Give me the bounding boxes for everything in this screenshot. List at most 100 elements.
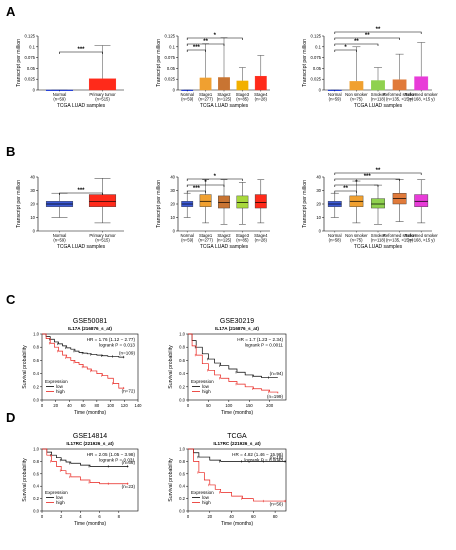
legend-label: low [202,495,210,500]
box-bar [392,79,407,91]
significance-bracket [334,190,357,193]
x-tick-label: Primary tumor [89,233,116,238]
box-bar [414,76,429,91]
x-tick-label: 80 [273,514,278,519]
box-bar [236,80,249,91]
panel-letter-d: D [6,410,15,425]
x-tick-n-label: (n=59) [181,97,194,102]
y-tick-label: 0.125 [25,34,36,39]
x-tick-label: Normal [328,233,342,238]
legend-title: Expression [191,490,214,495]
y-tick-label: 10 [170,215,175,220]
x-tick-n-label: (n=125) [217,97,232,102]
logrank-p-label: logrank P = 0.0011 [245,343,284,348]
x-tick-label: 140 [135,403,143,408]
survival-curve-high [42,333,125,389]
legend-label: low [202,384,210,389]
significance-bracket [186,190,206,193]
box-bar [371,80,385,91]
legend-title: Expression [45,490,68,495]
y-tick-label: 0.2 [33,496,39,501]
y-tick-label: 0.0 [33,509,39,514]
survival-curve-low [42,333,125,358]
y-tick-label: 0.05 [27,66,36,71]
y-tick-label: 0.1 [169,44,175,49]
x-tick-n-label: (n=59) [53,238,66,243]
y-tick-label: 0.8 [33,459,39,464]
x-tick-label: 0 [41,514,44,519]
x-tick-label: Stage1 [199,233,213,238]
plot-frame [187,448,287,512]
y-axis-label: Survival probability [168,458,174,502]
survival-curve-high [188,448,286,502]
series-n-label: (n=18) [270,455,284,460]
x-axis-label: Time (months) [221,410,253,416]
hr-label: HR = 2.05 (1.05 − 3.98) [87,452,136,457]
x-tick-n-label: (n=58) [329,238,342,243]
y-tick-label: 0.025 [165,77,176,82]
legend-label: low [56,384,64,389]
y-tick-label: 0.075 [311,55,322,60]
hr-label: HR = 1.76 (1.12 − 2.77) [87,337,136,342]
x-axis-label: TCGA LUAD samples [57,103,106,109]
y-tick-label: 1.0 [179,332,185,337]
significance-bracket [59,192,103,195]
y-tick-label: 0.025 [25,77,36,82]
y-tick-label: 0.4 [33,484,39,489]
y-tick-label: 0 [33,229,36,234]
y-tick-label: 0.6 [179,358,185,363]
y-tick-label: 0.125 [165,34,176,39]
x-tick-n-label: (n=135, <15 y) [386,238,414,243]
y-tick-label: 0.8 [179,459,185,464]
significance-label: ** [203,39,208,45]
box [236,195,249,209]
x-tick-n-label: (n=135, <15 y) [386,97,414,102]
y-tick-label: 0.2 [179,384,185,389]
y-tick-label: 0.6 [179,471,185,476]
y-axis-label: Transcript per million [156,39,162,87]
y-tick-label: 0 [319,88,322,93]
x-tick-label: 40 [229,514,234,519]
significance-label: * [214,33,217,39]
significance-label: * [214,174,217,180]
x-tick-label: 60 [81,403,86,408]
y-tick-label: 0.4 [179,371,185,376]
series-n-label: (n=66) [122,460,136,465]
y-tick-label: 0 [319,229,322,234]
legend-label: low [56,495,64,500]
y-tick-label: 10 [30,215,35,220]
x-tick-label: 8 [118,514,121,519]
x-tick-n-label: (n=59) [181,238,194,243]
x-tick-n-label: (n=75) [350,97,363,102]
box [254,194,267,209]
y-tick-label: 1.0 [33,447,39,452]
survival-curve-low [188,448,286,462]
x-tick-label: Reformed smoker [383,92,417,97]
survival-curve-high [188,333,279,394]
chart-title: GSE30219 [220,318,254,325]
box-bar [349,81,364,91]
probe-label: IL17RC (221926_s_at) [213,441,261,446]
x-tick-n-label: (n=59) [329,97,342,102]
x-tick-label: 20 [207,514,212,519]
x-tick-label: 120 [121,403,129,408]
panel-letter-b: B [6,144,15,159]
hr-label: HR = 4.82 (1.46 − 15.98) [232,452,283,457]
x-tick-n-label: (n=59) [53,97,66,102]
significance-bracket [186,37,243,40]
x-axis-label: TCGA LUAD samples [354,103,403,109]
y-tick-label: 0.0 [179,509,185,514]
significance-bracket [334,43,379,46]
x-tick-label: Reformed smoker [405,92,439,97]
significance-bracket [334,37,400,40]
y-tick-label: 0 [33,88,36,93]
y-tick-label: 1.0 [33,332,39,337]
y-tick-label: 0 [173,88,176,93]
series-n-label: (n=56) [270,502,284,507]
